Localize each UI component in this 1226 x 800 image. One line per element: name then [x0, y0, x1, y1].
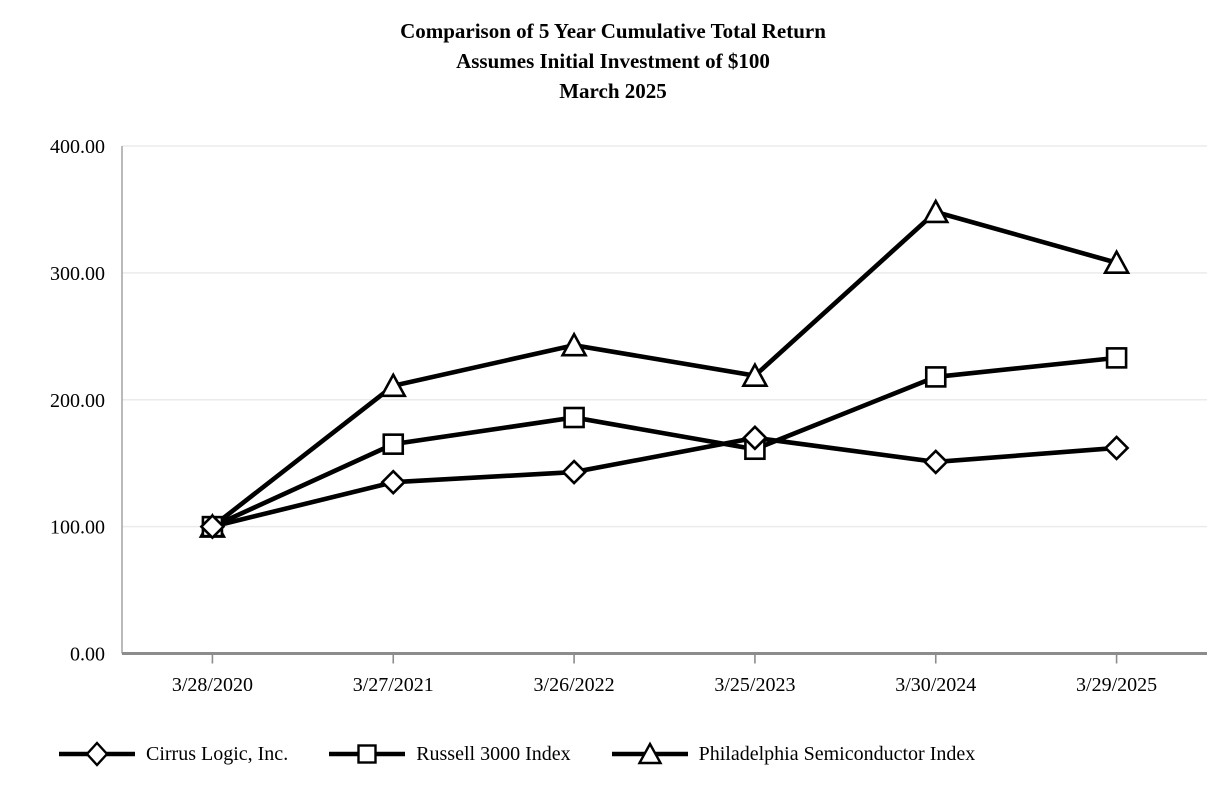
x-axis-label-0: 3/28/2020	[172, 674, 253, 696]
chart-title: Comparison of 5 Year Cumulative Total Re…	[0, 16, 1226, 106]
chart-title-line-2: Assumes Initial Investment of $100	[456, 49, 770, 73]
marker-diamond-2	[561, 459, 587, 485]
legend-label-cirrus-logic: Cirrus Logic, Inc.	[146, 742, 289, 765]
legend-item-cirrus-logic: Cirrus Logic, Inc.	[59, 740, 288, 768]
x-axis-label-5: 3/29/2025	[1076, 674, 1157, 696]
series-line-1	[211, 355, 1117, 529]
x-axis-label-2: 3/26/2022	[534, 674, 615, 696]
marker-square-4	[924, 366, 947, 388]
marker-square-1	[382, 433, 405, 455]
square-marker-icon	[329, 744, 406, 764]
y-axis-label-200: 200.00	[50, 390, 105, 412]
legend-label-philadelphia-semiconductor: Philadelphia Semiconductor Index	[698, 742, 976, 765]
series-line-0	[211, 435, 1117, 529]
series-line-2	[211, 209, 1118, 529]
legend-label-russell-3000: Russell 3000 Index	[416, 742, 571, 765]
chart-legend: Cirrus Logic, Inc. Russell 3000 Index Ph…	[59, 740, 975, 768]
marker-diamond-3	[742, 424, 768, 451]
legend-item-russell-3000: Russell 3000 Index	[329, 740, 571, 768]
marker-triangle-3	[741, 361, 769, 387]
marker-diamond-0	[199, 513, 226, 540]
marker-triangle-4	[922, 198, 950, 224]
marker-diamond-1	[380, 469, 407, 496]
marker-diamond-5	[1103, 435, 1130, 461]
y-axis-label-300: 300.00	[50, 263, 105, 285]
y-axis-label-100: 100.00	[50, 517, 105, 539]
y-axis-label-400: 400.00	[50, 136, 105, 158]
legend-item-philadelphia-semiconductor: Philadelphia Semiconductor Index	[611, 740, 976, 768]
marker-triangle-2	[560, 331, 588, 357]
marker-triangle-5	[1102, 249, 1131, 275]
diamond-marker-icon	[59, 741, 135, 767]
x-axis-label-4: 3/30/2024	[895, 674, 976, 696]
marker-triangle-1	[379, 372, 407, 398]
y-axis-label-0: 0.00	[70, 644, 105, 666]
marker-square-5	[1105, 347, 1128, 369]
x-axis-label-1: 3/27/2021	[353, 674, 434, 696]
marker-square-2	[563, 406, 585, 429]
x-axis-label-3: 3/25/2023	[714, 674, 795, 696]
chart-title-line-3: March 2025	[559, 79, 667, 103]
triangle-marker-icon	[611, 741, 688, 765]
chart-title-line-1: Comparison of 5 Year Cumulative Total Re…	[400, 19, 826, 43]
marker-diamond-4	[922, 449, 949, 475]
